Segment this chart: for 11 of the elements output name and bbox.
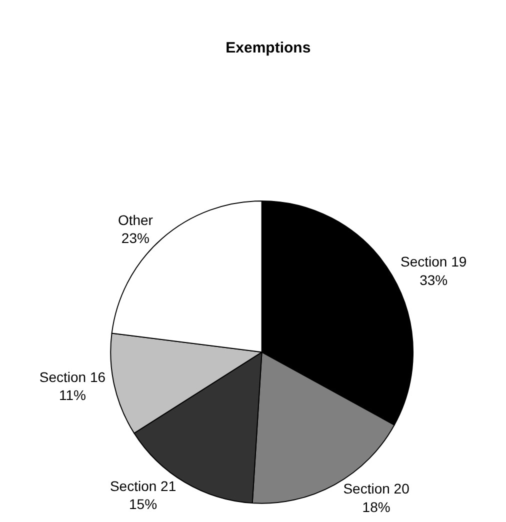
data-label: 33%: [420, 272, 448, 288]
slice-label: Other: [118, 212, 154, 228]
slice-label: Section 16: [39, 368, 106, 385]
data-label: 15%: [129, 496, 158, 512]
slice-label: Section 19: [400, 254, 467, 270]
data-label: 18%: [362, 498, 390, 515]
data-label: 11%: [58, 387, 86, 404]
slice-label: Section 20: [343, 480, 410, 497]
chart-title: Exemptions: [226, 39, 311, 56]
data-label: 23%: [121, 230, 150, 246]
slice-label: Section 21: [110, 478, 176, 494]
